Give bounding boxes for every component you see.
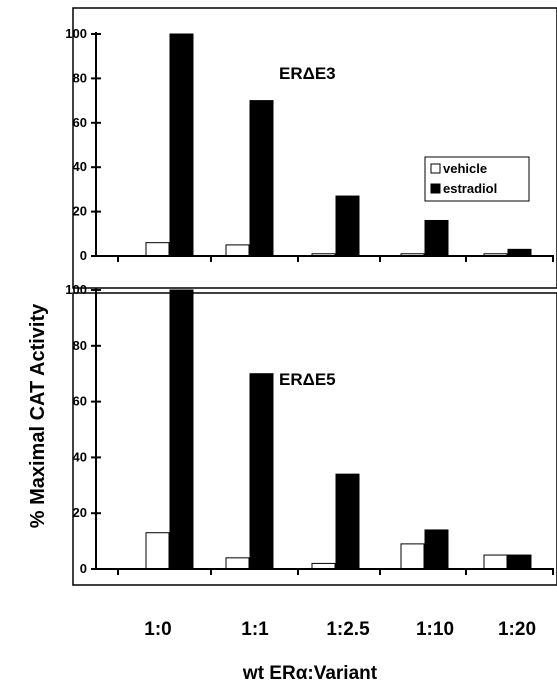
bar-vehicle	[400, 543, 425, 570]
x-tick-label: 1:1	[241, 619, 269, 640]
panel-2-title: ERΔE5	[279, 370, 336, 389]
bar-estradiol	[249, 373, 274, 570]
panel-2-frame	[72, 292, 557, 586]
bar-estradiol	[249, 100, 274, 257]
bar-estradiol	[335, 195, 360, 257]
x-tick-label: 1:2.5	[326, 619, 370, 640]
y-axis-label: % Maximal CAT Activity	[27, 303, 49, 528]
legend-label-estradiol: estradiol	[443, 181, 497, 196]
bar-estradiol	[335, 473, 360, 570]
y-tick-label: 20	[73, 505, 87, 520]
y-tick-label: 40	[73, 159, 87, 174]
x-tick-labels: 1:0 1:1 1:2.5 1:10 1:20	[144, 619, 536, 640]
bar-estradiol	[424, 219, 449, 257]
x-tick-label: 1:0	[144, 619, 171, 640]
y-tick-label: 80	[73, 70, 87, 85]
y-tick-label: 20	[73, 204, 87, 219]
y-tick-label: 100	[65, 282, 87, 297]
bar-vehicle	[483, 554, 508, 570]
y-tick-label: 100	[65, 26, 87, 41]
legend-swatch-vehicle	[430, 163, 441, 174]
y-tick-label: 80	[73, 338, 87, 353]
y-tick-label: 40	[73, 449, 87, 464]
x-tick-label: 1:20	[498, 619, 536, 640]
bar-estradiol	[507, 554, 532, 570]
legend-box	[424, 156, 530, 202]
legend-swatch-estradiol	[430, 183, 441, 194]
panel-1-title: ERΔE3	[279, 64, 336, 83]
y-tick-label: 60	[73, 394, 87, 409]
panel-er-delta-e3: 0 20 40 60 80 100	[65, 26, 554, 263]
bar-estradiol	[169, 33, 194, 257]
bar-estradiol	[169, 289, 194, 570]
panel-1-frame	[72, 7, 557, 289]
bar-vehicle	[225, 244, 250, 257]
y-tick-label: 0	[80, 248, 87, 263]
x-tick-label: 1:10	[416, 619, 454, 640]
bar-vehicle	[145, 242, 170, 257]
panel-er-delta-e5: 0 20 40 60 80 100	[65, 282, 554, 576]
x-axis-label: wt ERα:Variant	[242, 663, 378, 684]
bar-estradiol	[424, 529, 449, 570]
bar-vehicle	[145, 532, 170, 570]
y-tick-label: 0	[80, 561, 87, 576]
bar-vehicle	[225, 557, 250, 570]
legend-label-vehicle: vehicle	[443, 161, 487, 176]
y-tick-label: 60	[73, 115, 87, 130]
legend: vehicle estradiol	[424, 156, 530, 202]
